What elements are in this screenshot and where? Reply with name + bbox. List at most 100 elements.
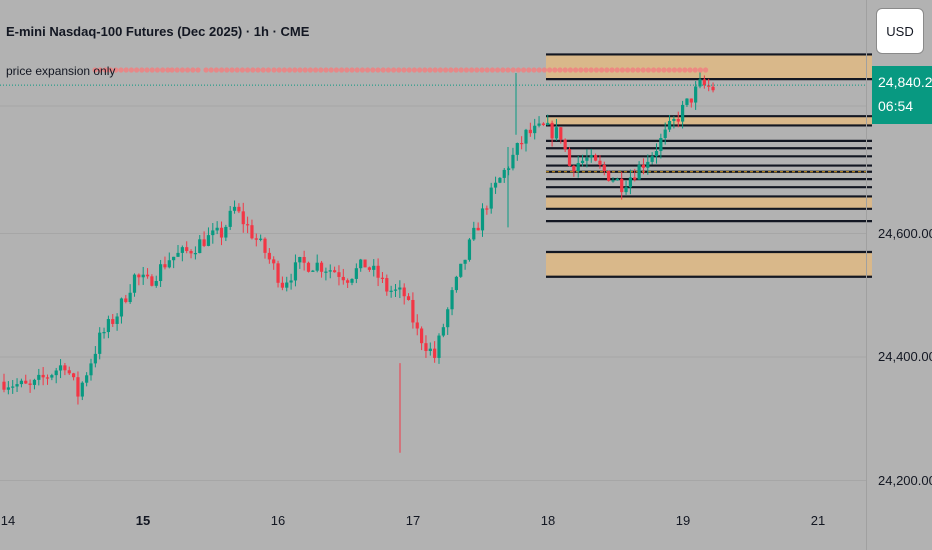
candle-82 xyxy=(359,259,363,269)
candle-154 xyxy=(672,118,676,121)
candle-109 xyxy=(476,227,480,231)
candle-79 xyxy=(346,280,350,283)
candle-48 xyxy=(211,230,215,236)
x-tick-label: 14 xyxy=(0,513,16,528)
indicator-dot-68 xyxy=(448,67,454,73)
indicator-dot-90 xyxy=(562,67,568,73)
candle-69 xyxy=(302,257,306,263)
candle-28 xyxy=(124,298,128,303)
candle-143 xyxy=(624,187,628,193)
indicator-dot-9 xyxy=(139,67,145,73)
candle-94 xyxy=(411,299,415,323)
candle-10 xyxy=(45,377,50,379)
candle-42 xyxy=(185,247,189,251)
indicator-dot-111 xyxy=(671,67,678,73)
indicator-dot-91 xyxy=(567,67,574,73)
indicator-dot-23 xyxy=(213,67,219,73)
indicator-dot-13 xyxy=(160,67,166,73)
candle-155 xyxy=(676,118,680,122)
candle-62 xyxy=(272,259,276,264)
indicator-dot-65 xyxy=(432,67,438,73)
candle-68 xyxy=(298,257,302,263)
indicator-dot-108 xyxy=(656,67,662,73)
candle-139 xyxy=(607,171,611,181)
candle-129 xyxy=(563,139,567,150)
indicator-dot-15 xyxy=(169,67,175,73)
candle-132 xyxy=(576,163,580,172)
indicator-dot-93 xyxy=(578,67,584,73)
candle-158 xyxy=(689,98,693,103)
candle-6 xyxy=(28,383,32,385)
indicator-dot-48 xyxy=(344,67,350,73)
candle-140 xyxy=(611,180,615,182)
candle-38 xyxy=(167,260,171,268)
candle-114 xyxy=(498,177,502,183)
indicator-dot-98 xyxy=(604,67,610,73)
indicator-dot-70 xyxy=(458,67,464,73)
candle-99 xyxy=(433,348,437,358)
candle-141 xyxy=(615,178,619,181)
indicator-dot-52 xyxy=(365,67,371,73)
indicator-dot-38 xyxy=(292,67,298,73)
candle-70 xyxy=(306,262,311,272)
candle-32 xyxy=(141,274,145,278)
indicator-dot-55 xyxy=(380,67,386,73)
candle-96 xyxy=(420,328,424,344)
indicator-dot-101 xyxy=(619,67,626,73)
candle-97 xyxy=(424,343,428,352)
indicator-dot-32 xyxy=(260,67,266,73)
candle-47 xyxy=(206,235,211,246)
indicator-dot-7 xyxy=(128,67,134,73)
indicator-dot-95 xyxy=(588,67,594,73)
candle-30 xyxy=(132,274,137,293)
indicator-dot-26 xyxy=(229,67,235,73)
candle-126 xyxy=(550,122,554,139)
candle-64 xyxy=(280,282,284,288)
candle-51 xyxy=(224,226,228,238)
candle-65 xyxy=(285,282,289,288)
candle-55 xyxy=(241,211,245,225)
candle-22 xyxy=(98,332,102,354)
candle-57 xyxy=(250,225,254,239)
indicator-label[interactable]: price expansion only xyxy=(6,64,116,78)
indicator-dot-22 xyxy=(208,67,214,73)
candle-118 xyxy=(515,143,519,155)
candle-4 xyxy=(19,380,23,385)
candle-148 xyxy=(646,161,650,168)
candle-161 xyxy=(702,79,706,86)
candle-27 xyxy=(119,298,124,317)
candle-7 xyxy=(32,379,37,385)
candle-83 xyxy=(363,259,367,268)
indicator-dot-20 xyxy=(195,67,201,73)
candle-9 xyxy=(41,374,45,378)
indicator-dot-102 xyxy=(625,67,631,73)
candle-74 xyxy=(324,271,328,273)
indicator-dot-73 xyxy=(474,67,480,73)
x-tick-label: 16 xyxy=(270,513,286,528)
indicator-dot-105 xyxy=(640,67,646,73)
indicator-dot-63 xyxy=(422,67,428,73)
candle-5 xyxy=(24,380,28,384)
indicator-dot-104 xyxy=(635,67,641,73)
indicator-dot-3 xyxy=(108,67,114,73)
indicator-dot-36 xyxy=(281,67,287,73)
candle-153 xyxy=(667,120,672,130)
candle-124 xyxy=(541,123,545,125)
indicator-dot-34 xyxy=(271,67,277,73)
candle-49 xyxy=(215,227,219,231)
candle-77 xyxy=(337,272,341,277)
indicator-dot-112 xyxy=(677,67,683,73)
indicator-dot-6 xyxy=(123,67,129,73)
currency-button[interactable]: USD xyxy=(876,8,924,54)
candle-138 xyxy=(602,165,606,172)
candle-157 xyxy=(685,98,689,105)
indicator-dot-27 xyxy=(234,67,240,73)
indicator-dot-89 xyxy=(557,67,563,73)
indicator-dot-67 xyxy=(443,67,449,73)
indicator-dot-61 xyxy=(411,67,417,73)
candle-137 xyxy=(598,160,602,166)
last-price-label: 24,840.25 06:54 xyxy=(872,66,932,124)
candle-147 xyxy=(641,164,646,168)
